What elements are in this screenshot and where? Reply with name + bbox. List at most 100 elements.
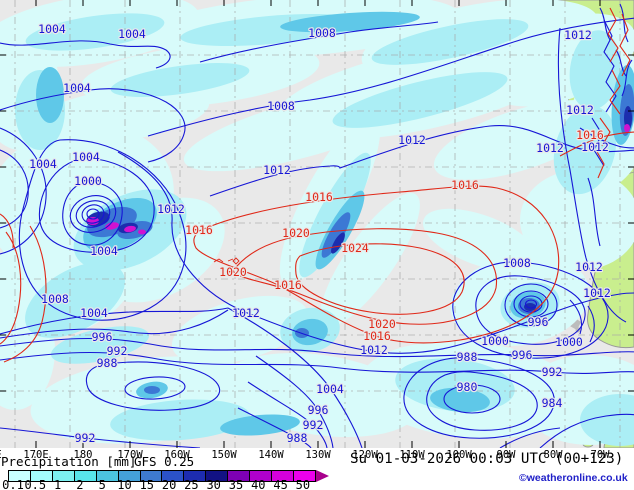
legend-value: 45 bbox=[273, 478, 288, 490]
contour-label: 988 bbox=[287, 431, 308, 445]
legend-cell bbox=[8, 470, 31, 482]
legend-cell bbox=[140, 470, 163, 482]
contour-label: 1000 bbox=[481, 334, 509, 348]
contour-label: 1004 bbox=[29, 157, 57, 171]
contour-label: 1012 bbox=[581, 140, 609, 154]
contour-label: 992 bbox=[75, 431, 96, 445]
contour-label: 1020 bbox=[368, 317, 396, 331]
contour-label: 1016 bbox=[185, 223, 213, 237]
contour-label: 984 bbox=[542, 396, 563, 410]
legend-cell bbox=[206, 470, 229, 482]
contour-label: 992 bbox=[303, 418, 324, 432]
contour-label: 1016 bbox=[576, 128, 604, 142]
legend-cell bbox=[272, 470, 294, 482]
legend-arrow-icon bbox=[316, 470, 329, 482]
precip-legend-bar bbox=[8, 470, 316, 482]
legend-value: 10 bbox=[117, 478, 132, 490]
contour-label: 1008 bbox=[503, 256, 531, 270]
isobars-red bbox=[0, 7, 634, 363]
contour-label: 1016 bbox=[274, 278, 302, 292]
legend-cell bbox=[118, 470, 141, 482]
contour-label: 992 bbox=[107, 344, 128, 358]
contour-label: 996 bbox=[528, 315, 549, 329]
longitude-label: 140W bbox=[258, 449, 284, 461]
legend-value: 1 bbox=[53, 478, 62, 490]
contour-label: 996 bbox=[308, 403, 329, 417]
contour-label: 1004 bbox=[80, 306, 108, 320]
contour-label: 1004 bbox=[63, 81, 91, 95]
longitude-label: 130W bbox=[305, 449, 331, 461]
contour-label: 1012 bbox=[263, 163, 291, 177]
legend-value: 2 bbox=[76, 478, 84, 490]
contour-label: 1004 bbox=[118, 27, 146, 41]
longitude-label: 160E bbox=[0, 449, 2, 461]
contour-label: 996 bbox=[92, 330, 113, 344]
legend-cell bbox=[74, 470, 97, 482]
legend-value: 50 bbox=[295, 478, 311, 490]
contour-label: 1012 bbox=[575, 260, 603, 274]
contour-label: 1000 bbox=[555, 335, 583, 349]
precip-title: Precipitation [mm] bbox=[1, 454, 137, 469]
legend-value: 0.1 bbox=[2, 478, 24, 490]
contour-labels: 1004 1004 1008 1012 1004 1008 1012 1012 1012 1012… bbox=[28, 21, 612, 446]
contour-label: 1004 bbox=[316, 382, 344, 396]
contour-label: 992 bbox=[542, 365, 563, 379]
contour-label: 1000 bbox=[74, 174, 102, 188]
legend-cell bbox=[250, 470, 273, 482]
contour-label: 988 bbox=[457, 350, 478, 364]
legend-cell bbox=[184, 470, 207, 482]
contour-label: 1020 bbox=[282, 226, 310, 240]
longitude-label: 160W bbox=[164, 449, 190, 461]
contour-label: 980 bbox=[457, 380, 478, 394]
longitude-label: 90W bbox=[496, 449, 516, 461]
contour-label: 1020 bbox=[219, 265, 247, 279]
contour-label: 1016 bbox=[363, 329, 391, 343]
valid-datetime: Su 01-03-2026 00:03 UTC (00+123) bbox=[350, 451, 624, 467]
legend-cell bbox=[162, 470, 185, 482]
contour-label: 1012 bbox=[583, 286, 611, 300]
legend-value: 20 bbox=[161, 478, 177, 490]
contour-label: 1008 bbox=[308, 26, 336, 40]
model-label: GFS 0.25 bbox=[134, 454, 195, 469]
legend-value: 40 bbox=[251, 478, 266, 490]
legend-value: 0.5 bbox=[24, 478, 47, 490]
contour-label: 1012 bbox=[566, 103, 594, 117]
longitude-label: 110W bbox=[399, 449, 425, 461]
legend-cell bbox=[52, 470, 75, 482]
axis-ticks bbox=[0, 0, 634, 448]
contour-label: 1008 bbox=[41, 292, 69, 306]
longitude-label: 100W bbox=[446, 449, 472, 461]
legend-value: 35 bbox=[228, 478, 244, 490]
legend-cell bbox=[228, 470, 251, 482]
longitude-label: 170E bbox=[23, 449, 49, 461]
legend-value: 25 bbox=[184, 478, 199, 490]
contour-label: 1008 bbox=[267, 99, 295, 113]
longitude-label: 180 bbox=[73, 449, 93, 461]
contour-label: 1016 bbox=[451, 178, 479, 192]
contour-label: 1012 bbox=[157, 202, 185, 216]
longitude-label: 170W bbox=[117, 449, 143, 461]
longitude-label: 70W bbox=[590, 449, 610, 461]
contour-label: 1012 bbox=[232, 306, 260, 320]
contour-label: 1012 bbox=[536, 141, 564, 155]
contour-label: 1024 bbox=[341, 241, 369, 255]
weather-map: 1004 1004 1008 1012 1004 1008 1012 1012 1012 1012… bbox=[0, 0, 634, 448]
legend-cell bbox=[293, 470, 316, 482]
contour-label: 1004 bbox=[90, 244, 118, 258]
longitude-label: 80W bbox=[543, 449, 563, 461]
copyright: ©weatheronline.co.uk bbox=[519, 472, 628, 484]
contour-label: 988 bbox=[97, 356, 118, 370]
longitude-label: 120W bbox=[352, 449, 378, 461]
contour-label: 1016 bbox=[305, 190, 333, 204]
legend-value: 30 bbox=[206, 478, 221, 490]
legend-value: 5 bbox=[98, 478, 106, 490]
longitude-label: 150W bbox=[211, 449, 237, 461]
contour-label: 1004 bbox=[72, 150, 100, 164]
legend-cell bbox=[96, 470, 119, 482]
contour-label: 1004 bbox=[38, 22, 66, 36]
legend-cell bbox=[30, 470, 53, 482]
legend-value: 15 bbox=[139, 478, 155, 490]
contour-label: 996 bbox=[512, 348, 533, 362]
contour-label: 1012 bbox=[360, 343, 388, 357]
